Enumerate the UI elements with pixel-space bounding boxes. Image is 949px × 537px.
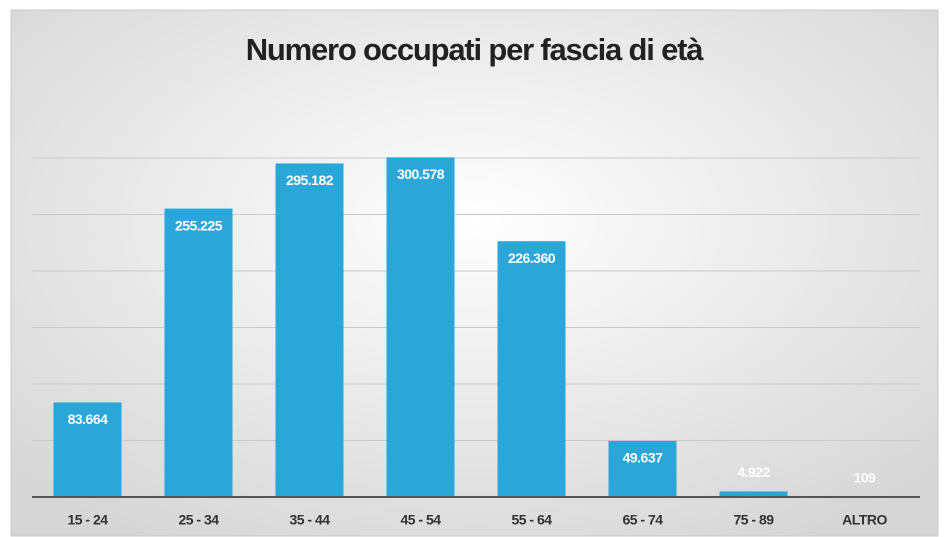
x-tick-label: 75 - 89 <box>733 512 774 528</box>
x-tick-label: 25 - 34 <box>178 512 219 528</box>
bar <box>497 241 566 497</box>
x-tick-label: ALTRO <box>842 512 887 528</box>
data-label: 300.578 <box>397 166 445 182</box>
x-tick-label: 65 - 74 <box>622 512 663 528</box>
data-label: 226.360 <box>508 250 556 266</box>
x-tick-label: 45 - 54 <box>400 512 441 528</box>
x-tick-label: 35 - 44 <box>289 512 330 528</box>
x-tick-label: 15 - 24 <box>67 512 108 528</box>
data-label: 255.225 <box>175 217 223 233</box>
x-tick-label: 55 - 64 <box>511 512 552 528</box>
bar <box>275 163 344 497</box>
chart-title: Numero occupati per fascia di età <box>246 32 705 67</box>
data-label: 83.664 <box>68 411 109 427</box>
chart-background <box>10 9 939 537</box>
data-label: 109 <box>854 470 877 486</box>
data-label: 4.922 <box>737 464 770 480</box>
bar <box>53 402 122 497</box>
bar <box>719 491 788 497</box>
data-label: 295.182 <box>286 172 334 188</box>
data-label: 49.637 <box>623 450 664 466</box>
bar <box>386 157 455 497</box>
bar <box>608 440 677 497</box>
bar <box>164 208 233 497</box>
